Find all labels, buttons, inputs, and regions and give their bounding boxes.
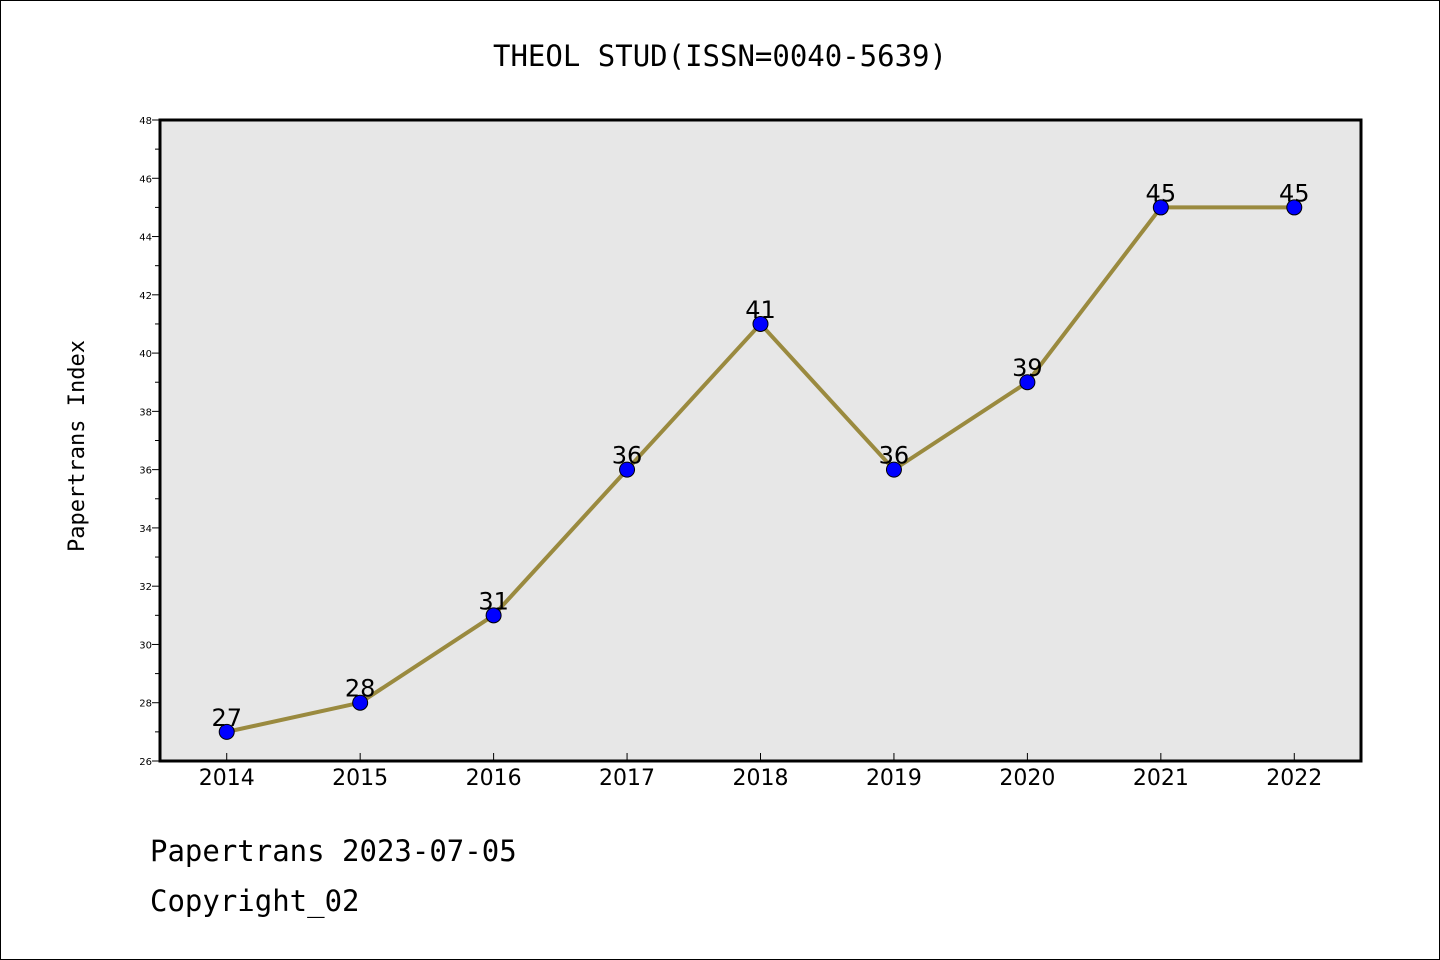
data-label: 36 [612,442,643,470]
data-label: 28 [345,675,376,703]
x-tick-label: 2016 [466,766,522,791]
y-tick-label: 44 [139,233,152,244]
y-axis: 26 28 30 32 34 36 38 40 42 44 46 48 [139,116,160,768]
y-tick-label: 30 [139,640,152,651]
y-tick-label: 34 [139,524,152,535]
plot-border [158,118,1363,763]
data-point [1152,199,1169,216]
y-tick-label: 38 [139,407,152,418]
y-tick-label: 28 [139,699,152,710]
data-label: 39 [1012,354,1043,382]
x-tick-label: 2022 [1266,766,1322,791]
data-point [619,461,636,478]
data-label: 45 [1146,179,1177,207]
data-label: 36 [879,442,910,470]
x-tick-label: 2014 [199,766,255,791]
y-tick-label: 42 [139,291,152,302]
plot-area [160,120,1361,761]
data-point [485,607,502,624]
x-tick-label: 2019 [866,766,922,791]
data-point [352,694,369,711]
x-tick-label: 2015 [332,766,388,791]
y-tick-label: 32 [139,582,152,593]
data-point [1019,374,1036,391]
x-tick-label: 2021 [1133,766,1189,791]
data-point [218,723,235,740]
y-axis-label: Papertrans Index [65,340,90,552]
data-point [1286,199,1303,216]
y-tick-label: 46 [139,174,152,185]
y-tick-label: 40 [139,349,152,360]
x-tick-label: 2018 [733,766,789,791]
data-label: 31 [478,587,509,615]
series-layer: 27 28 31 36 41 36 39 45 45 [211,179,1310,740]
y-tick-label: 36 [139,466,152,477]
x-tick-label: 2020 [999,766,1055,791]
data-point [752,315,769,332]
data-label: 27 [211,704,242,732]
y-tick-label: 48 [139,116,152,127]
chart-title: THEOL STUD(ISSN=0040-5639) [493,39,947,73]
data-label: 41 [745,296,776,324]
x-axis: 2014 2015 2016 2017 2018 2019 2020 2021 2022 [199,753,1322,791]
y-tick-label: 26 [139,757,152,768]
data-label: 45 [1279,179,1310,207]
footer-copyright: Copyright_02 [150,884,360,918]
data-point [885,461,902,478]
x-tick-label: 2017 [599,766,655,791]
footer-date: Papertrans 2023-07-05 [150,834,517,868]
